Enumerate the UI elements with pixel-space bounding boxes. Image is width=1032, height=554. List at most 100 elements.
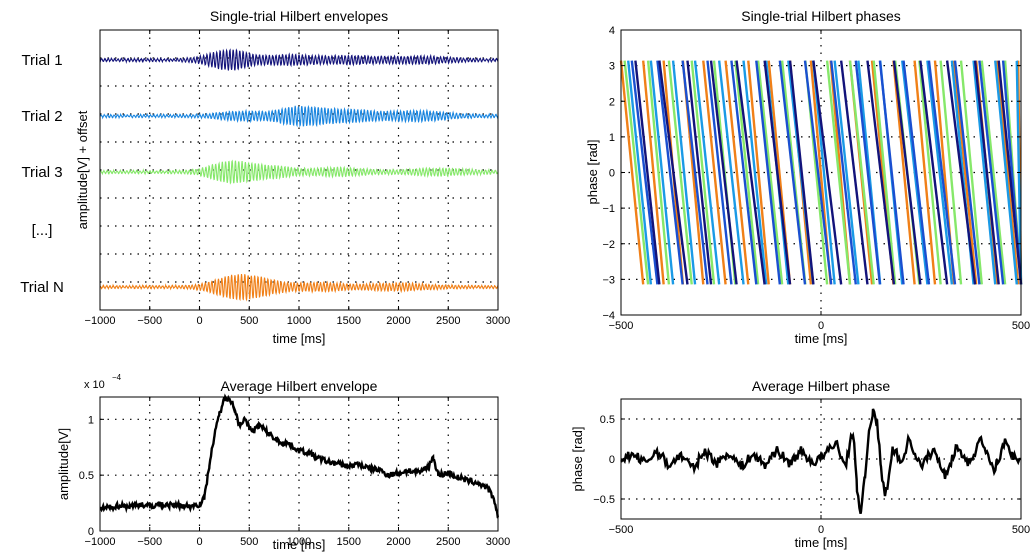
x-tick-label: 1000 — [287, 315, 311, 327]
average-envelope-line — [99, 393, 499, 519]
trial-phase-trace — [854, 60, 882, 285]
y-tick-label: 1 — [609, 132, 615, 144]
y-tick-label: −4 — [602, 310, 615, 322]
scale-factor-exponent: −4 — [112, 373, 122, 382]
trial-phase-trace — [778, 60, 807, 285]
trial-phase-trace — [690, 60, 716, 285]
trial-phase-trace — [667, 60, 693, 285]
trial-phase-trace — [973, 60, 1000, 285]
trial-phase-trace — [892, 60, 922, 285]
average-envelope-panel: −1000 −500 0 500 1000 1500 2000 2500 3000 00.51 … — [56, 373, 510, 552]
trial-phase-trace — [755, 60, 782, 285]
average-phase-line — [620, 408, 1021, 514]
scale-factor-label: x 10 — [84, 379, 105, 391]
trial-phase-trace — [788, 60, 815, 285]
x-tick-label: 3000 — [486, 315, 510, 327]
trial-phase-trace — [878, 60, 905, 285]
x-tick-label: 2500 — [436, 315, 460, 327]
x-tick-label: 0 — [818, 320, 824, 332]
trial-phase-trace — [709, 60, 738, 285]
trial-phase-trace — [892, 60, 916, 285]
envelopes-xlabel: time [ms] — [273, 331, 326, 346]
trial-phase-trace — [742, 60, 768, 285]
trial-envelope-trace — [99, 48, 499, 71]
trial-phase-trace — [630, 60, 659, 285]
single-trial-envelopes-panel: −1000 −500 0 500 1000 1500 2000 2500 3000 Single… — [20, 8, 510, 346]
y-tick-label: −0.5 — [593, 494, 615, 506]
y-tick-label: −2 — [602, 239, 615, 251]
trial-phase-trace — [913, 60, 937, 285]
trial-phase-trace — [919, 60, 949, 285]
x-tick-label: −1000 — [85, 536, 116, 548]
trial-phase-trace — [953, 60, 981, 285]
trial-phase-trace — [812, 60, 843, 285]
trial-phase-trace — [997, 60, 1023, 285]
avg-phase-title: Average Hilbert phase — [752, 378, 890, 394]
trial-phase-trace — [902, 60, 931, 285]
x-tick-label: −500 — [137, 536, 162, 548]
y-tick-label: 0.5 — [79, 470, 94, 482]
trial-phase-trace — [978, 60, 1005, 285]
trial-phase-trace — [825, 60, 852, 285]
trial-phase-trace — [994, 60, 1018, 285]
phases-ylabel: phase [rad] — [585, 139, 600, 204]
trial-row-label: Trial 3 — [21, 164, 62, 181]
x-tick-label: 1000 — [287, 536, 311, 548]
x-tick-label: 2000 — [386, 536, 410, 548]
trial-phase-trace — [681, 60, 709, 285]
x-tick-label: 2500 — [436, 536, 460, 548]
trial-phase-trace — [980, 60, 1007, 285]
trial-phase-trace — [658, 60, 689, 285]
trial-phase-trace — [702, 60, 727, 285]
trial-phase-trace — [952, 60, 978, 285]
x-tick-label: −500 — [609, 320, 634, 332]
x-tick-label: 1500 — [337, 315, 361, 327]
y-tick-label: 0 — [609, 454, 615, 466]
avg-envelope-ylabel: amplitude[V] — [56, 428, 71, 500]
x-tick-label: −500 — [609, 524, 634, 536]
trial-phase-trace — [901, 60, 929, 285]
trial-row-label: Trial 2 — [21, 108, 62, 125]
y-tick-label: 0.5 — [600, 414, 615, 426]
trial-phase-trace — [693, 60, 721, 285]
envelopes-title: Single-trial Hilbert envelopes — [210, 8, 388, 24]
trial-row-label: [...] — [32, 222, 53, 239]
y-tick-label: 0 — [609, 168, 615, 180]
x-tick-label: −1000 — [85, 315, 116, 327]
trial-phase-trace — [656, 60, 684, 285]
phases-xlabel: time [ms] — [795, 331, 848, 346]
x-tick-label: 1500 — [337, 536, 361, 548]
x-tick-label: 0 — [196, 536, 202, 548]
trial-phase-trace — [945, 60, 977, 285]
y-tick-label: −3 — [602, 274, 615, 286]
y-tick-label: 4 — [609, 25, 615, 37]
trial-phase-trace — [686, 60, 713, 285]
trial-phase-trace — [839, 60, 869, 285]
trial-phase-trace — [833, 60, 860, 285]
y-tick-label: 1 — [88, 414, 94, 426]
trial-phase-trace — [717, 60, 745, 285]
envelopes-ylabel: amplitude[V] + offset — [75, 110, 90, 229]
x-tick-label: 500 — [240, 536, 258, 548]
trial-phase-trace — [627, 60, 653, 285]
trial-phase-trace — [756, 60, 784, 285]
trial-phase-trace — [872, 60, 897, 285]
trial-phase-trace — [646, 60, 671, 285]
avg-phase-ylabel: phase [rad] — [570, 426, 585, 491]
x-tick-label: 0 — [818, 524, 824, 536]
trial-phase-trace — [803, 60, 833, 285]
x-tick-label: 2000 — [386, 315, 410, 327]
x-tick-label: 500 — [240, 315, 258, 327]
y-tick-label: 2 — [609, 96, 615, 108]
trial-phase-trace — [866, 60, 896, 285]
trial-phase-trace — [829, 60, 857, 285]
trial-phase-trace — [996, 60, 1020, 285]
trial-phase-trace — [972, 60, 997, 285]
single-trial-phases-panel: −500 0 500 −4 −3 −2 −1 0 1 2 3 4 Single-trial Hilb… — [585, 8, 1030, 346]
trial-phase-trace — [724, 60, 750, 285]
x-tick-label: 500 — [1012, 320, 1030, 332]
avg-envelope-title: Average Hilbert envelope — [221, 378, 378, 394]
trial-phase-trace — [939, 60, 963, 285]
avg-phase-xlabel: time [ms] — [795, 535, 848, 550]
